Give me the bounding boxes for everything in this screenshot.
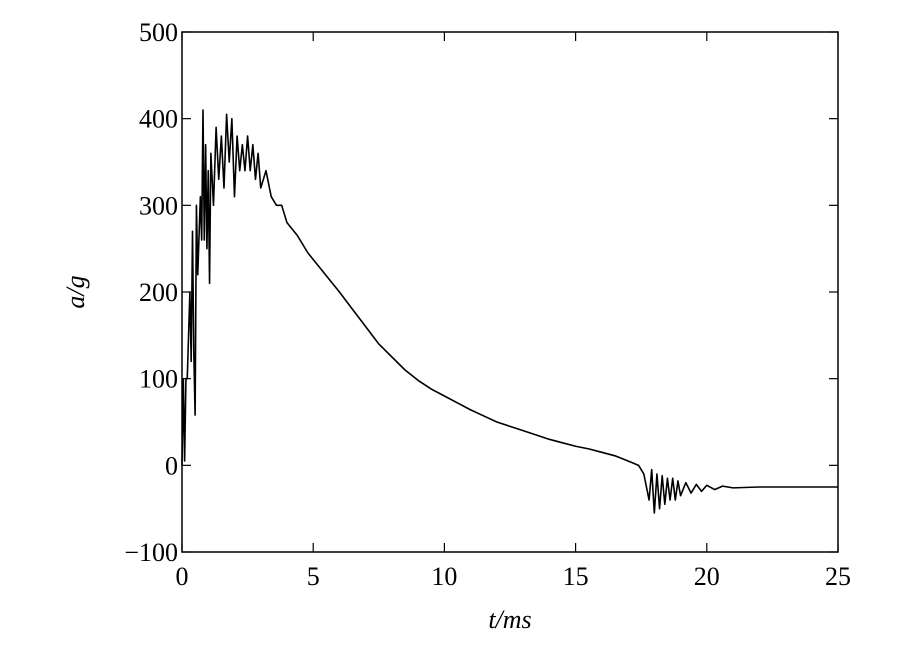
y-axis-label: a/g — [61, 275, 90, 308]
y-tick-label: 200 — [139, 278, 178, 307]
y-tick-label: 300 — [139, 191, 178, 220]
y-tick-label: 400 — [139, 105, 178, 134]
plot-frame — [181, 31, 839, 553]
y-tick-label: −100 — [124, 538, 178, 567]
x-tick-label: 10 — [431, 562, 457, 591]
x-tick-label: 5 — [307, 562, 320, 591]
x-tick-label: 20 — [694, 562, 720, 591]
x-tick-label: 15 — [563, 562, 589, 591]
y-tick-label: 0 — [165, 451, 178, 480]
data-line — [181, 109, 838, 514]
y-tick-label: 500 — [139, 18, 178, 47]
x-tick-label: 0 — [176, 562, 189, 591]
x-tick-label: 25 — [825, 562, 851, 591]
x-axis-label: t/ms — [488, 605, 531, 634]
y-tick-label: 100 — [139, 365, 178, 394]
